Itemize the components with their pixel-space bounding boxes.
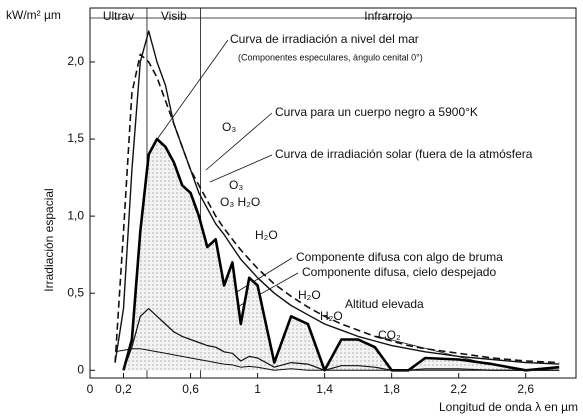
- series-line: [114, 53, 560, 364]
- series-line: [115, 348, 560, 371]
- band-label: Ultrav: [103, 9, 134, 23]
- series-line: [114, 30, 560, 365]
- y-tick-label: 2,0: [67, 54, 84, 68]
- annotation: Altitud elevada: [345, 297, 424, 311]
- series-label: Curva para un cuerpo negro a 5900°K: [275, 105, 478, 119]
- band-label: Visib: [161, 9, 187, 23]
- subnote: (Componentes especulares, ángulo cenital…: [238, 52, 423, 62]
- annotation: O₃: [222, 120, 236, 134]
- annotation: H₂O: [320, 309, 343, 323]
- y-tick-label: 0: [77, 362, 84, 376]
- annotation: CO₂: [378, 328, 401, 342]
- x-tick-label: 1,4: [316, 382, 333, 396]
- y-tick-label: 1,0: [67, 208, 84, 222]
- series-label: Curva de irradiación solar (fuera de la …: [275, 147, 533, 161]
- series-label: Curva de irradiación a nivel del mar: [230, 32, 419, 46]
- y-tick-label: 1,5: [67, 131, 84, 145]
- series-label: Componente difusa, cielo despejado: [302, 265, 496, 279]
- plot-frame: [89, 7, 577, 379]
- x-tick-label: 2,6: [517, 382, 534, 396]
- x-tick-label: 0,2: [115, 382, 132, 396]
- x-tick-label: 1: [254, 382, 261, 396]
- unit-label: kW/m² µm: [6, 8, 61, 22]
- y-axis-title: Irradiación espacial: [42, 188, 56, 291]
- x-tick-label: 0,6: [182, 382, 199, 396]
- sea-level-area: [123, 139, 560, 371]
- annotation: H₂O: [298, 288, 321, 302]
- x-axis-title: Longitud de onda λ en µm: [439, 400, 578, 414]
- x-tick-label: 0: [87, 382, 94, 396]
- annotation: H₂O: [255, 228, 278, 242]
- series-label: Componente difusa con algo de bruma: [296, 250, 503, 264]
- annotation: O₃ H₂O: [220, 195, 260, 209]
- y-tick-label: 0,5: [67, 285, 84, 299]
- x-tick-label: 1,8: [383, 382, 400, 396]
- annotation: O₃: [229, 178, 243, 192]
- band-label: Infrarrojo: [364, 9, 412, 23]
- x-tick-label: 2,2: [450, 382, 467, 396]
